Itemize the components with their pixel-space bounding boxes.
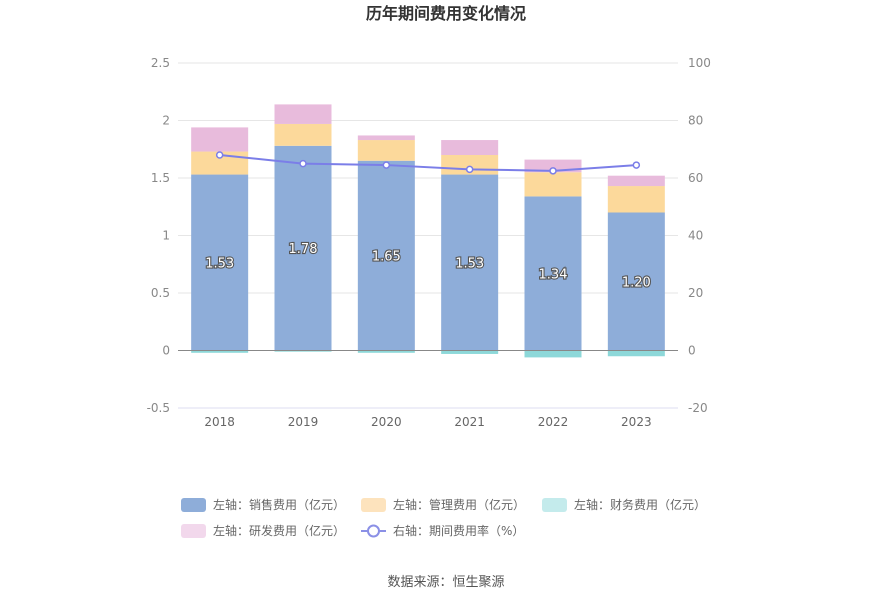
bar-sales-2023[interactable] [607,212,665,351]
bar-labels: 1.53 1.78 1.65 1.53 1.34 1.20 [204,241,652,292]
legend-swatch-finance [542,498,567,512]
y-right-tick-label: 40 [688,229,703,243]
legend-label-finance: 左轴：财务费用（亿元） [574,497,706,512]
bar-admin-2019[interactable] [274,123,332,146]
y-left-tick-label: 1 [162,229,170,243]
bar-admin-2023[interactable] [607,186,665,213]
expense-rate-point-2022[interactable] [549,167,557,175]
bar-finance-2018[interactable] [191,350,249,353]
legend-item-sales[interactable]: 左轴：销售费用（亿元） [181,497,345,512]
bar-sales-2020[interactable] [357,160,415,351]
legend-label-rate: 右轴：期间费用率（%） [393,523,524,538]
bar-rnd-2023[interactable] [607,175,665,187]
y-left-tick-label: -0.5 [147,401,170,415]
legend-label-rnd: 左轴：研发费用（亿元） [213,523,345,538]
y-left-tick-label: 0.5 [151,286,170,300]
bar-admin-2020[interactable] [357,140,415,161]
bar-label-sales-2021: 1.53 [455,257,484,272]
bar-rnd-2018[interactable] [191,127,249,152]
bar-sales-2018[interactable] [191,174,249,351]
bar-finance-2023[interactable] [607,350,665,357]
bar-label-sales-2020: 1.65 [372,250,401,265]
y-axis-right: 100 80 60 40 20 0 -20 [688,56,711,415]
bar-admin-2022[interactable] [524,172,582,197]
legend-swatch-admin [361,498,386,512]
bar-rnd-2021[interactable] [441,140,499,155]
y-left-tick-label: 0 [162,344,170,358]
bar-rnd-2019[interactable] [274,104,332,124]
x-tick-label: 2022 [538,415,569,429]
expense-rate-line [215,151,641,175]
bar-rnd-2020[interactable] [357,135,415,141]
x-tick-label: 2021 [454,415,485,429]
legend-item-admin[interactable]: 左轴：管理费用（亿元） [361,497,525,512]
x-tick-label: 2023 [621,415,652,429]
legend: 左轴：销售费用（亿元） 左轴：管理费用（亿元） 左轴：财务费用（亿元） 左轴：研… [181,497,706,538]
bar-label-sales-2018: 1.53 [205,257,234,272]
legend-label-sales: 左轴：销售费用（亿元） [213,497,345,512]
bars [191,104,665,358]
bar-finance-2019[interactable] [274,350,332,352]
chart-title: 历年期间费用变化情况 [366,4,526,23]
y-axis-left: 2.5 2 1.5 1 0.5 0 -0.5 [147,56,170,415]
source-text: 数据来源：恒生聚源 [387,575,504,590]
legend-item-finance[interactable]: 左轴：财务费用（亿元） [542,497,706,512]
legend-item-rnd[interactable]: 左轴：研发费用（亿元） [181,523,345,538]
legend-label-admin: 左轴：管理费用（亿元） [393,497,525,512]
expense-rate-point-2018[interactable] [215,151,224,159]
y-left-tick-label: 2.5 [151,56,170,70]
y-right-tick-label: 20 [688,286,703,300]
y-right-tick-label: 0 [688,344,696,358]
x-axis: 2018 2019 2020 2021 2022 2023 [178,407,678,429]
bar-label-sales-2019: 1.78 [289,242,318,257]
legend-swatch-sales [181,498,206,512]
bar-label-sales-2022: 1.34 [539,267,568,282]
x-tick-label: 2018 [204,415,235,429]
grid [178,62,678,409]
y-right-tick-label: 80 [688,114,703,128]
expense-rate-point-2020[interactable] [382,161,391,169]
legend-swatch-rnd [181,524,206,538]
bar-sales-2022[interactable] [524,196,582,351]
bar-label-sales-2023: 1.20 [622,276,651,291]
y-right-tick-label: 60 [688,171,703,185]
bar-finance-2020[interactable] [357,350,415,353]
legend-marker-rate [367,524,380,538]
bar-finance-2021[interactable] [441,350,499,354]
y-left-tick-label: 2 [162,114,170,128]
x-tick-label: 2020 [371,415,402,429]
bar-sales-2021[interactable] [441,174,499,351]
expense-rate-polyline [219,154,637,172]
x-tick-label: 2019 [288,415,319,429]
expense-rate-point-2023[interactable] [632,161,641,169]
legend-item-rate[interactable]: 右轴：期间费用率（%） [361,523,524,538]
y-left-tick-label: 1.5 [151,171,170,185]
bar-finance-2022[interactable] [524,350,582,358]
y-right-tick-label: 100 [688,56,711,70]
expense-rate-point-2019[interactable] [299,159,307,168]
bar-sales-2019[interactable] [274,145,332,351]
y-right-tick-label: -20 [688,401,708,415]
expense-rate-point-2021[interactable] [465,165,474,174]
